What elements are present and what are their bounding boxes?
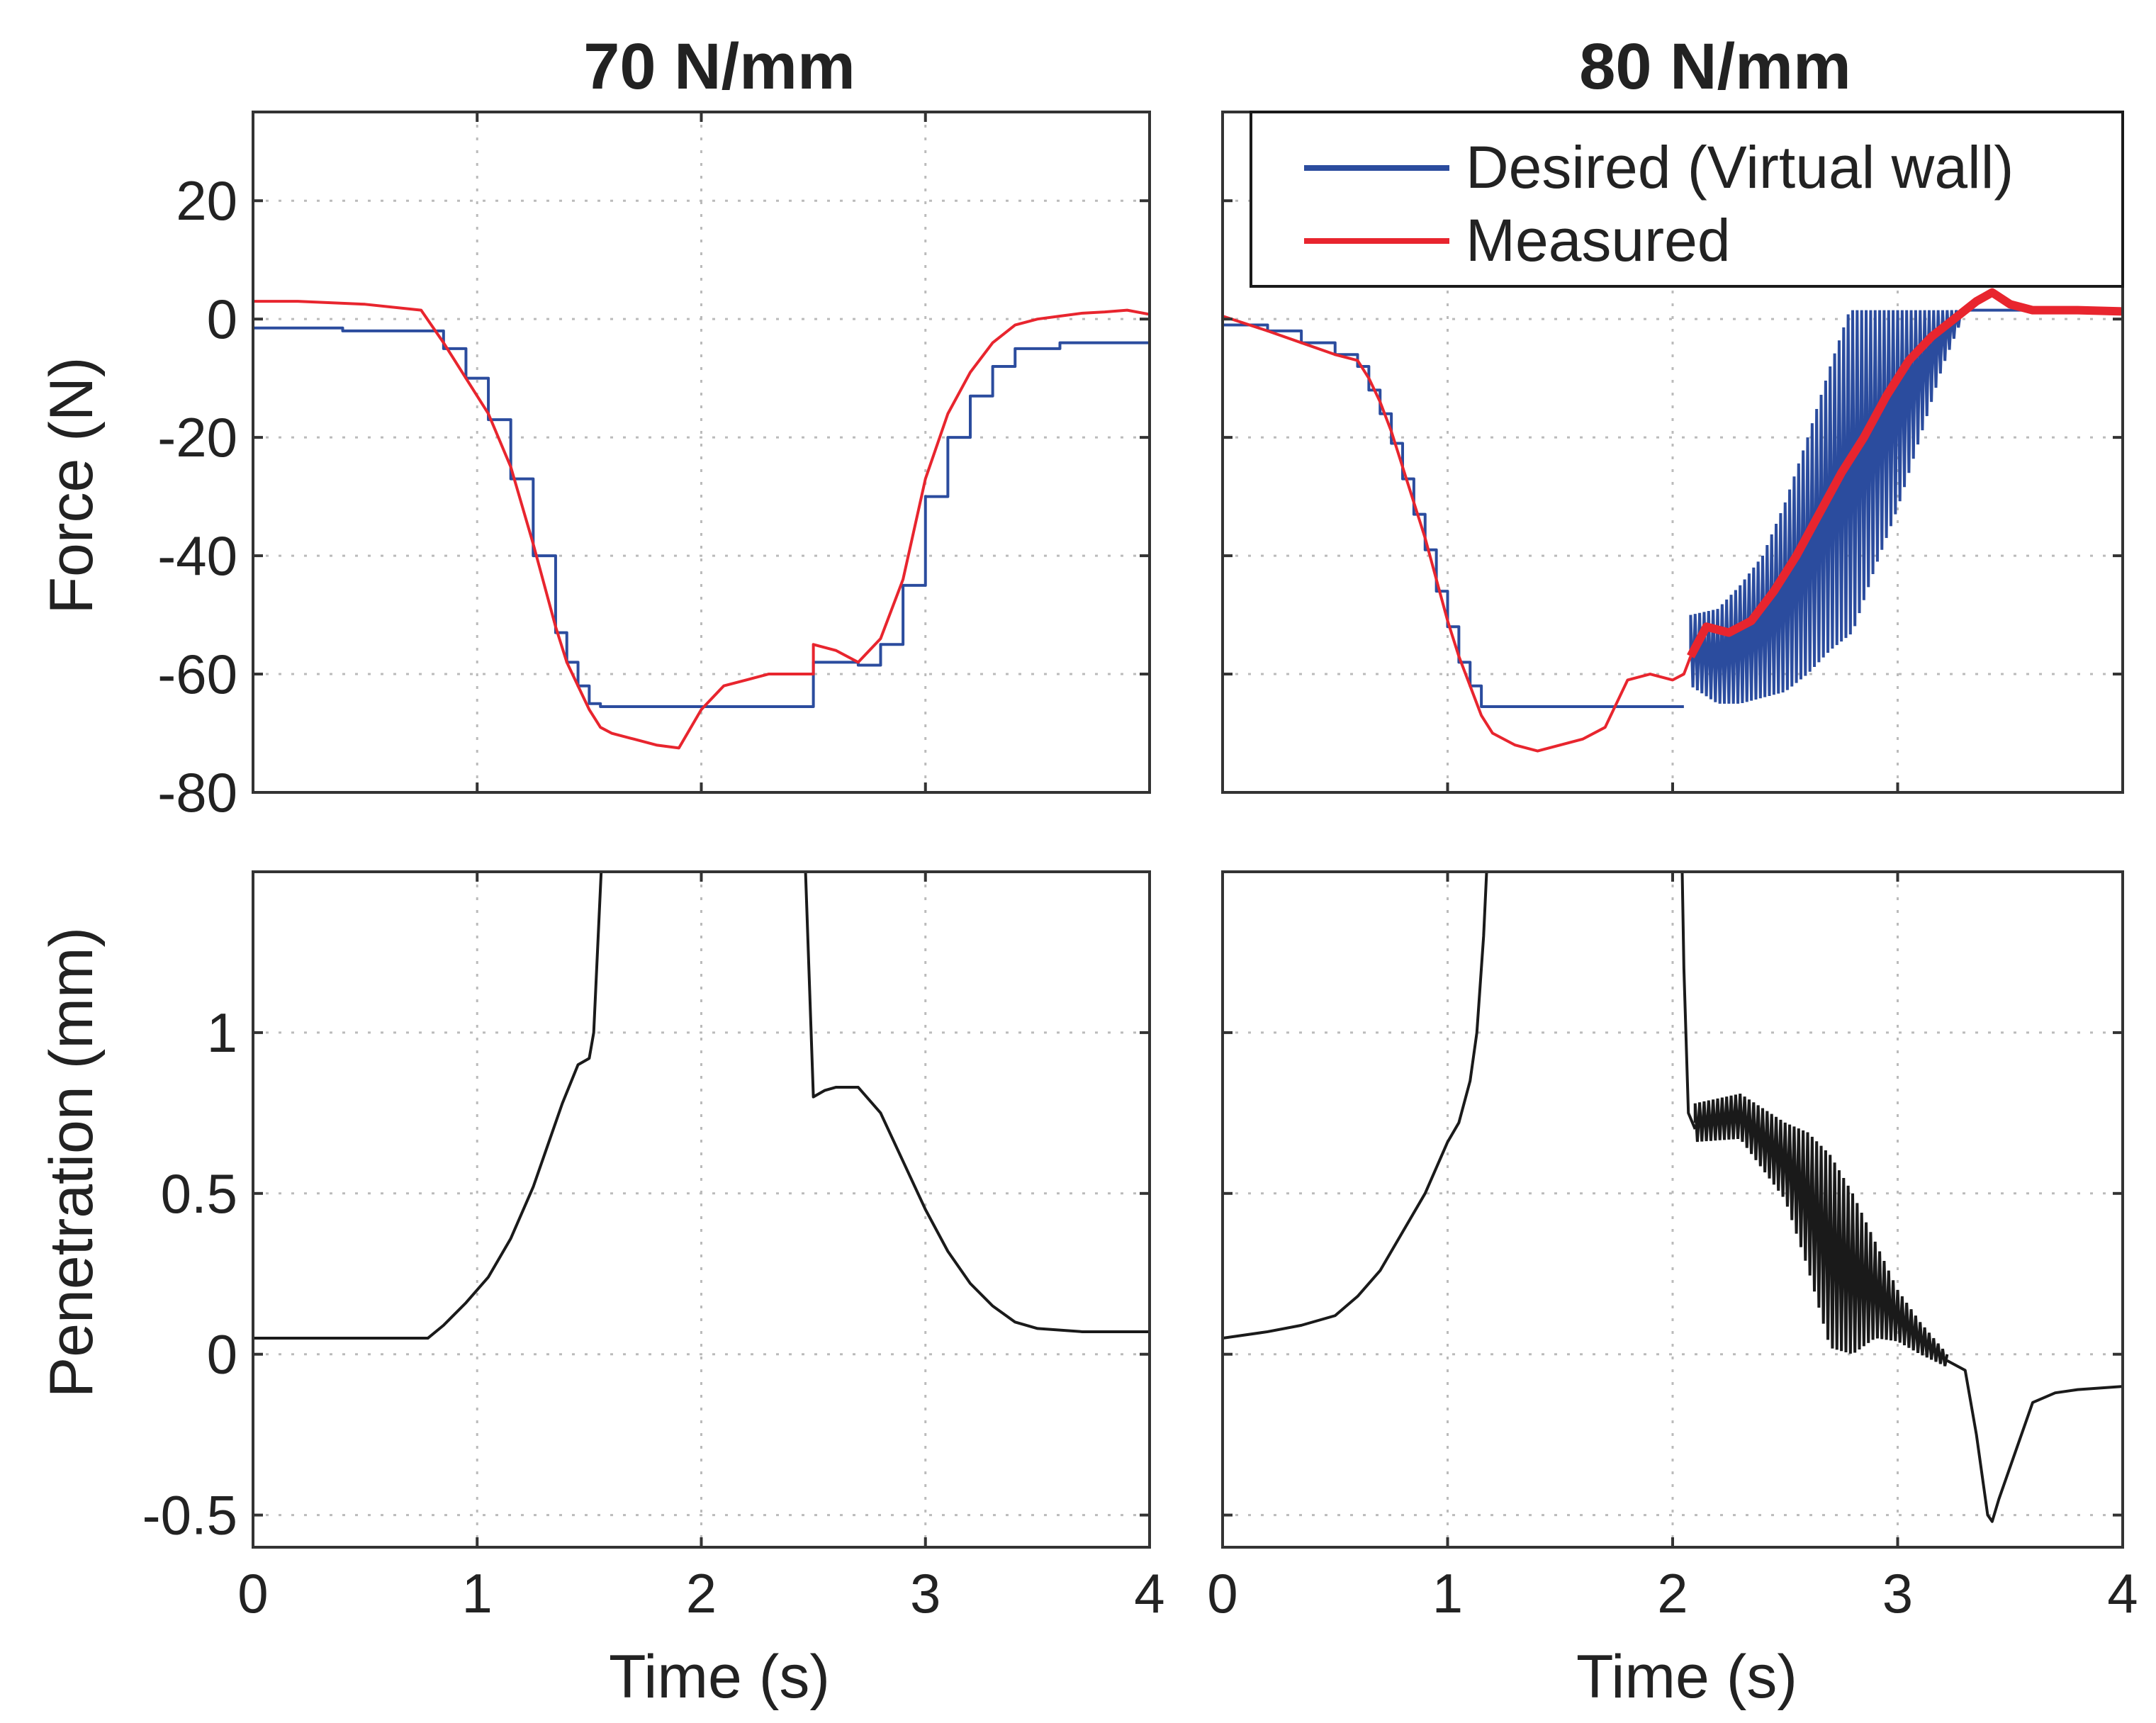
- x-tick-label: 2: [686, 1562, 717, 1624]
- x-tick-label: 4: [2107, 1562, 2138, 1624]
- xlabel-80: Time (s): [1576, 1643, 1797, 1711]
- panel-force-70: -80 -60 -40 -20 0 20: [157, 111, 1151, 824]
- x-tick-label: 1: [1432, 1562, 1463, 1624]
- x-tick-label: 2: [1657, 1562, 1688, 1624]
- x-tick-label: 0: [237, 1562, 268, 1624]
- plot-area: [1223, 288, 2123, 753]
- series-desired-virtual-wall: [253, 326, 1150, 708]
- x-tick-label: 3: [910, 1562, 941, 1624]
- x-tick-label: 3: [1882, 1562, 1913, 1624]
- series-penetration: [804, 872, 1150, 1333]
- x-tick-label: 4: [1134, 1562, 1164, 1624]
- y-tick-label: 0.5: [161, 1162, 237, 1225]
- series-desired-virtual-wall-oscillation: [1689, 310, 1963, 704]
- series-penetration: [1946, 1359, 2123, 1523]
- series-penetration: [1680, 872, 1697, 1130]
- plot-area: [253, 872, 1150, 1340]
- plot-area: [1223, 872, 2123, 1523]
- x-tick-label: 0: [1207, 1562, 1237, 1624]
- plot-area: [253, 300, 1150, 750]
- y-tick-label: 0: [207, 288, 237, 350]
- y-tick-label: 0: [207, 1323, 237, 1386]
- series-penetration: [1223, 872, 1488, 1340]
- y-tick-label: -0.5: [142, 1484, 237, 1547]
- panel-pen-80: 0 1 2 3 4: [1207, 870, 2138, 1624]
- title-80: 80 N/mm: [1579, 30, 1851, 103]
- panel-force-80: [1221, 111, 2124, 794]
- y-tick-label: -20: [157, 406, 237, 468]
- ylabel-penetration: Penetration (mm): [38, 927, 106, 1398]
- legend-label-desired: Desired (Virtual wall): [1466, 134, 2014, 201]
- series-penetration-oscillation: [1693, 1094, 1949, 1366]
- series-penetration: [253, 872, 603, 1340]
- y-tick-label: 20: [176, 169, 237, 232]
- series-desired-virtual-wall: [1223, 323, 1684, 708]
- panel-pen-70: 0 1 2 3 4-0.500.51: [142, 870, 1165, 1624]
- y-tick-label: -60: [157, 643, 237, 705]
- x-tick-label: 1: [462, 1562, 493, 1624]
- series-measured: [1223, 315, 1692, 753]
- legend-box: [1250, 111, 2124, 288]
- y-tick-label: -80: [157, 761, 237, 824]
- xlabel-70: Time (s): [609, 1643, 830, 1711]
- y-tick-label: -40: [157, 524, 237, 587]
- title-70: 70 N/mm: [583, 30, 855, 103]
- y-tick-label: 1: [207, 1001, 237, 1064]
- legend: Desired (Virtual wall) Measured: [1250, 111, 2124, 288]
- series-measured: [253, 300, 1150, 750]
- legend-label-measured: Measured: [1466, 207, 1731, 274]
- ylabel-force: Force (N): [38, 357, 106, 614]
- series-measured-oscillating: [1687, 288, 2123, 658]
